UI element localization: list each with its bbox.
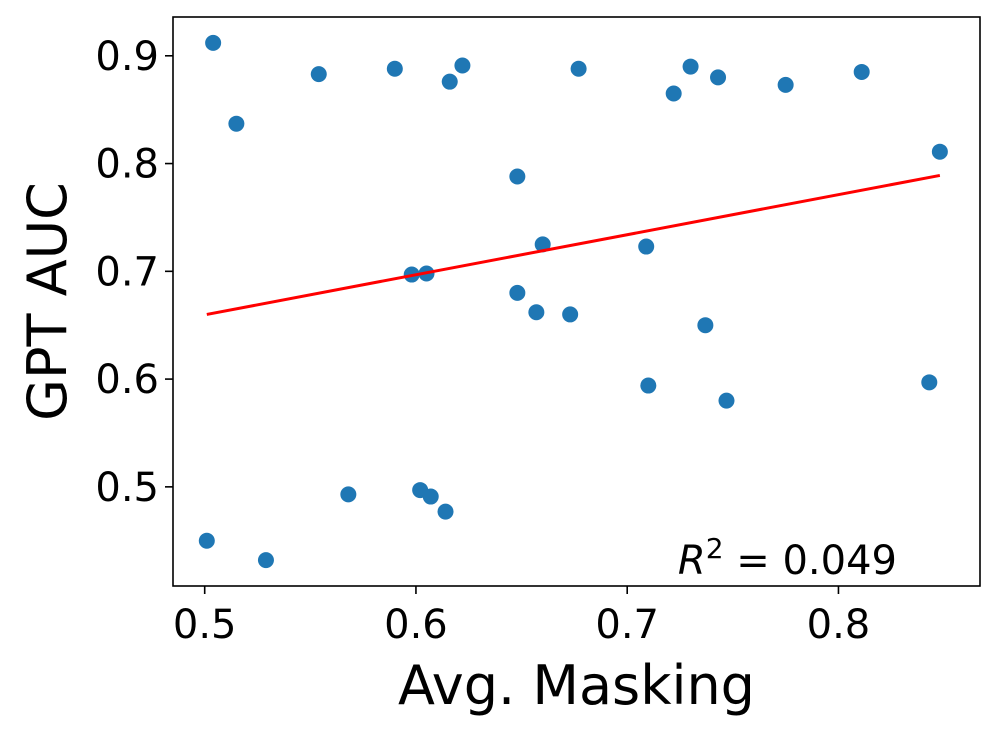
data-point-23 — [640, 377, 657, 394]
x-tick-label: 0.6 — [384, 602, 448, 648]
axis-ticks: 0.5 0.6 0.7 0.8 0.5 0.6 0.7 0.8 0.9 — [95, 34, 870, 648]
r-squared-annotation: R2 = 0.049 — [678, 532, 897, 584]
x-tick-label: 0.8 — [807, 602, 871, 648]
data-point-28 — [422, 488, 439, 505]
data-point-31 — [257, 552, 274, 569]
data-point-8 — [665, 85, 682, 102]
data-point-14 — [509, 168, 526, 185]
data-point-9 — [682, 58, 699, 75]
data-point-13 — [931, 143, 948, 160]
data-point-20 — [528, 304, 545, 321]
y-tick-label: 0.7 — [95, 249, 159, 295]
regression-line — [206, 173, 941, 316]
data-point-24 — [718, 392, 735, 409]
r-squared-value: = 0.049 — [724, 538, 897, 584]
y-tick-label: 0.5 — [95, 465, 159, 511]
y-tick-label: 0.6 — [95, 357, 159, 403]
data-point-30 — [198, 532, 215, 549]
y-tick-label: 0.8 — [95, 142, 159, 188]
data-point-26 — [340, 486, 357, 503]
y-tick-label: 0.9 — [95, 34, 159, 80]
data-point-1 — [205, 34, 222, 51]
data-point-12 — [853, 63, 870, 80]
plot-marks — [198, 34, 948, 569]
data-point-10 — [710, 69, 727, 86]
x-tick-label: 0.7 — [595, 602, 659, 648]
data-point-22 — [697, 317, 714, 334]
y-axis-label: GPT AUC — [16, 182, 79, 421]
x-axis-label: Avg. Masking — [398, 654, 755, 717]
data-point-15 — [534, 236, 551, 253]
data-point-4 — [386, 60, 403, 77]
data-point-6 — [454, 57, 471, 74]
data-point-5 — [441, 73, 458, 90]
data-point-3 — [310, 66, 327, 83]
r-symbol: R — [678, 538, 706, 584]
data-point-19 — [509, 284, 526, 301]
plot-frame — [172, 16, 981, 587]
data-point-21 — [562, 306, 579, 323]
data-point-2 — [228, 115, 245, 132]
r-exponent: 2 — [706, 532, 724, 565]
data-point-7 — [570, 60, 587, 77]
data-point-25 — [921, 374, 938, 391]
data-point-11 — [777, 76, 794, 93]
data-point-29 — [437, 503, 454, 520]
x-tick-label: 0.5 — [173, 602, 237, 648]
data-point-16 — [638, 238, 655, 255]
